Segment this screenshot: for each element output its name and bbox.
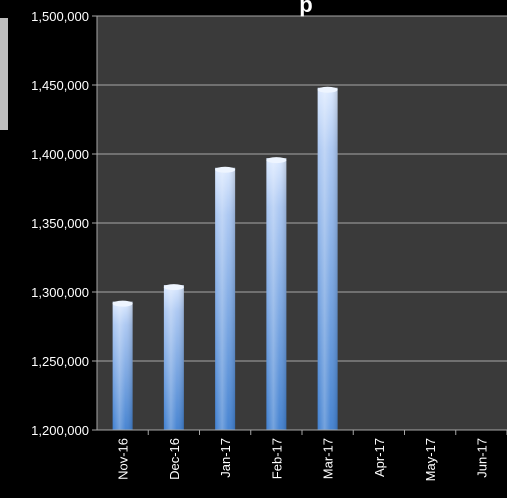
bar-cap	[317, 86, 338, 93]
y-axis-ticks: 1,200,000 1,250,000 1,300,000 1,350,000 1,40…	[31, 9, 97, 438]
bars	[112, 86, 338, 431]
x-tick-label: May-17	[423, 438, 438, 481]
bar	[266, 157, 287, 430]
bar-cap	[163, 284, 184, 291]
x-tick-label: Apr-17	[372, 438, 387, 477]
x-tick-label: Dec-16	[167, 438, 182, 480]
bar-shine	[317, 87, 338, 430]
y-tick-label: 1,400,000	[31, 147, 89, 162]
y-tick-label: 1,450,000	[31, 78, 89, 93]
bar-shine	[266, 158, 287, 430]
x-axis-ticks: Nov-16 Dec-16 Jan-17 Feb-17 Mar-17 Apr-17 May-…	[116, 430, 507, 481]
x-tick-label: Nov-16	[116, 438, 131, 480]
bar-cap	[112, 300, 133, 307]
x-tick-label: Jan-17	[218, 438, 233, 478]
y-tick-label: 1,250,000	[31, 354, 89, 369]
x-tick-label: Mar-17	[321, 438, 336, 479]
chart-title-fragment: p	[299, 0, 312, 17]
y-tick-label: 1,200,000	[31, 423, 89, 438]
left-edge-strip	[0, 18, 8, 130]
bar-shine	[215, 167, 236, 431]
bar	[112, 300, 133, 430]
bar-cap	[215, 166, 236, 173]
y-tick-label: 1,300,000	[31, 285, 89, 300]
bar	[163, 284, 184, 430]
y-tick-label: 1,500,000	[31, 9, 89, 24]
x-tick-label: Feb-17	[269, 438, 284, 479]
bar	[215, 166, 236, 431]
x-tick-label: Jun-17	[474, 438, 489, 478]
y-tick-label: 1,350,000	[31, 216, 89, 231]
bar-shine	[163, 285, 184, 430]
bar-shine	[112, 301, 133, 430]
bar	[317, 86, 338, 430]
bar-cap	[266, 157, 287, 164]
